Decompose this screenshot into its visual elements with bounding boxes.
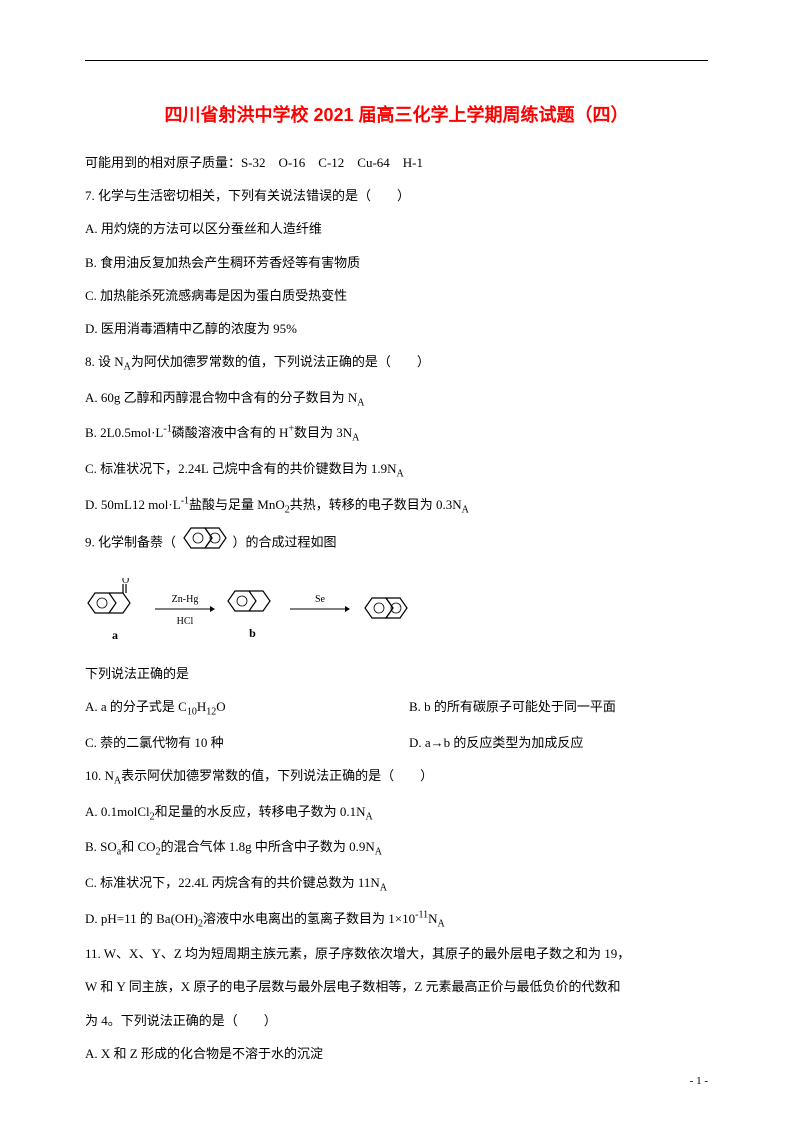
q11-stem2: W 和 Y 同主族，X 原子的电子层数与最外层电子数相等，Z 元素最高正价与最低… [85,971,708,1002]
q10-stem: 10. NA表示阿伏加德罗常数的值，下列说法正确的是（ ） [85,760,708,794]
q8-option-a: A. 60g 乙醇和丙醇混合物中含有的分子数目为 NA [85,382,708,416]
q10-b-mid2: 的混合气体 1.8g 中所含中子数为 0.9N [161,839,375,854]
compound-a: O a [85,578,145,643]
q10-d-sub2: A [437,918,444,929]
arrow-2: Se [290,594,350,628]
label-b: b [225,626,280,641]
arrow1-bot: HCl [155,616,215,627]
q9-option-d: D. a→b 的反应类型为加成反应 [409,727,708,758]
compound-b: b [225,581,280,641]
q9-a-sub1: 10 [187,707,197,718]
q8-b-sub: A [352,433,359,444]
q10-c-pre: C. 标准状况下，22.4L 丙烷含有的共价键总数为 11N [85,875,380,890]
q10-b-sub3: A [375,847,382,858]
q10-d-sup: -11 [415,909,428,920]
header-divider [85,60,708,61]
q7-stem: 7. 化学与生活密切相关，下列有关说法错误的是（ ） [85,180,708,211]
q10-option-a: A. 0.1molCl2和足量的水反应，转移电子数为 0.1NA [85,796,708,830]
q8-a-sub: A [357,397,364,408]
q10-a-mid: 和足量的水反应，转移电子数为 0.1N [155,804,366,819]
q9-a-pre: A. a 的分子式是 C [85,699,187,714]
svg-text:O: O [122,578,129,586]
q9-a-mid: H [197,699,206,714]
q10-b-mid: 和 CO [121,839,155,854]
q8-b-post: 数目为 3N [294,425,352,440]
page-number: - 1 - [690,1075,708,1087]
q8-d-pre: D. 50mL12 mol·L [85,497,181,512]
q8-b-mid: 磷酸溶液中含有的 H [172,425,289,440]
q8-c-sub: A [397,469,404,480]
q8-d-sup: -1 [181,495,189,506]
arrow-1: Zn-Hg HCl [155,594,215,627]
arrow2-top: Se [290,594,350,605]
q8-a-pre: A. 60g 乙醇和丙醇混合物中含有的分子数目为 N [85,390,357,405]
q9-option-a: A. a 的分子式是 C10H12O [85,691,409,725]
arrow1-top: Zn-Hg [155,594,215,605]
q9-a-sub2: 12 [206,707,216,718]
q7-option-d: D. 医用消毒酒精中乙醇的浓度为 95% [85,313,708,344]
q7-option-a: A. 用灼烧的方法可以区分蚕丝和人造纤维 [85,213,708,244]
q9-a-post: O [216,699,225,714]
q10-option-c: C. 标准状况下，22.4L 丙烷含有的共价键总数为 11NA [85,867,708,901]
q7-option-c: C. 加热能杀死流感病毒是因为蛋白质受热变性 [85,280,708,311]
q9-option-b: B. b 的所有碳原子可能处于同一平面 [409,691,708,725]
document-title: 四川省射洪中学校 2021 届高三化学上学期周练试题（四） [85,101,708,127]
q8-c-pre: C. 标准状况下，2.24L 己烷中含有的共价键数目为 1.9N [85,461,397,476]
q10-stem-pre: 10. N [85,768,114,783]
q8-stem-pre: 8. 设 N [85,354,124,369]
q8-stem: 8. 设 NA为阿伏加德罗常数的值，下列说法正确的是（ ） [85,346,708,380]
atomic-masses: 可能用到的相对原子质量：S-32 O-16 C-12 Cu-64 H-1 [85,147,708,178]
reaction-scheme: O a Zn-Hg HCl b Se [85,578,708,643]
naphthalene-icon [179,524,229,563]
q10-stem-post: 表示阿伏加德罗常数的值，下列说法正确的是（ ） [121,768,433,783]
q10-option-b: B. SOa和 CO2的混合气体 1.8g 中所含中子数为 0.9NA [85,831,708,865]
q8-option-b: B. 2L0.5mol·L-1磷酸溶液中含有的 H+数目为 3NA [85,417,708,451]
q8-d-sub2: A [462,504,469,515]
q8-stem-sub: A [124,362,131,373]
q7-option-b: B. 食用油反复加热会产生稠环芳香烃等有害物质 [85,247,708,278]
q9-stem: 9. 化学制备萘（ ）的合成过程如图 [85,524,708,563]
q8-b-pre: B. 2L0.5mol·L [85,425,163,440]
q9-options-label: 下列说法正确的是 [85,658,708,689]
q9-stem-pre: 9. 化学制备萘（ [85,535,176,550]
q9-stem-post: ）的合成过程如图 [233,535,337,550]
q10-d-mid: 溶液中水电离出的氢离子数目为 1×10 [203,911,415,926]
q10-d-pre: D. pH=11 的 Ba(OH) [85,911,198,926]
q11-stem1: 11. W、X、Y、Z 均为短周期主族元素，原子序数依次增大，其原子的最外层电子… [85,938,708,969]
q8-option-d: D. 50mL12 mol·L-1盐酸与足量 MnO2共热，转移的电子数目为 0… [85,489,708,523]
q8-d-mid2: 共热，转移的电子数目为 0.3N [290,497,462,512]
q10-c-sub: A [380,883,387,894]
q10-a-sub2: A [366,811,373,822]
q8-option-c: C. 标准状况下，2.24L 己烷中含有的共价键数目为 1.9NA [85,453,708,487]
q10-a-pre: A. 0.1molCl [85,804,150,819]
q8-stem-post: 为阿伏加德罗常数的值，下列说法正确的是（ ） [131,354,430,369]
q11-stem3: 为 4。下列说法正确的是（ ） [85,1005,708,1036]
q8-d-mid: 盐酸与足量 MnO [189,497,285,512]
compound-product [360,588,420,633]
q10-option-d: D. pH=11 的 Ba(OH)2溶液中水电离出的氢离子数目为 1×10-11… [85,903,708,937]
q8-b-sup: -1 [163,424,171,435]
q9-option-c: C. 萘的二氯代物有 10 种 [85,727,409,758]
q11-option-a: A. X 和 Z 形成的化合物是不溶于水的沉淀 [85,1038,708,1069]
label-a: a [85,628,145,643]
q10-b-pre: B. SO [85,839,117,854]
